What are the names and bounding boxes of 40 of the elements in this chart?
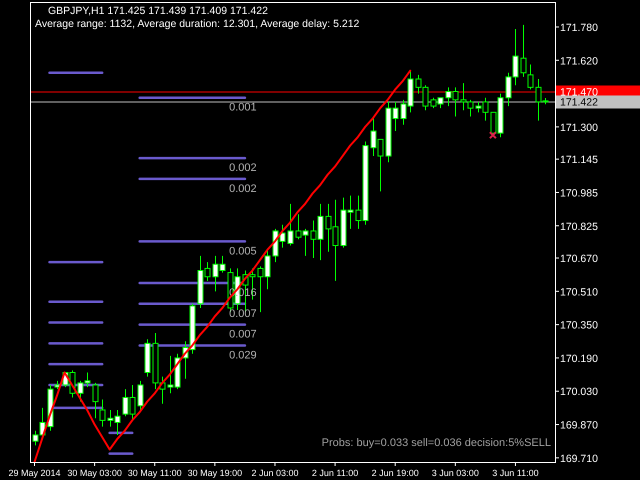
y-tick-label: 169.870 bbox=[560, 420, 598, 432]
candlestick bbox=[528, 64, 534, 90]
y-tick-label: 170.670 bbox=[560, 253, 598, 266]
x-tick-label: 29 May 2014 bbox=[8, 468, 61, 478]
y-tick-label: 170.030 bbox=[560, 386, 598, 398]
y-tick-label: 171.145 bbox=[560, 154, 598, 166]
y-tick-label: 171.300 bbox=[560, 122, 598, 134]
ref-line-label: 171.470 bbox=[560, 86, 598, 98]
annotation: 0.002 bbox=[229, 162, 257, 174]
y-tick-label: 171.780 bbox=[560, 22, 598, 34]
y-tick-label: 170.510 bbox=[560, 286, 598, 298]
y-tick-label: 170.985 bbox=[560, 187, 598, 200]
y-tick-label: 169.710 bbox=[560, 452, 598, 465]
candlestick bbox=[520, 24, 526, 78]
candlestick bbox=[288, 203, 294, 246]
annotation: 0.002 bbox=[229, 182, 257, 195]
text: Average range: 1132, Average duration: 12.301, Average delay: 5.212 bbox=[35, 18, 360, 30]
candlestick bbox=[92, 382, 98, 419]
annotation: Probs: buy=0.033 sell=0.036 decision:5%SELL bbox=[322, 437, 551, 449]
x-tick-label: 30 May 11:00 bbox=[128, 468, 182, 478]
x-tick-label: 30 May 19:00 bbox=[188, 468, 242, 478]
x-tick-label: 2 Jun 03:00 bbox=[251, 468, 298, 478]
annotation: 0.005 bbox=[229, 245, 257, 258]
annotation: 0.029 bbox=[229, 349, 257, 362]
candlestick bbox=[138, 380, 144, 410]
y-tick-label: 170.190 bbox=[560, 352, 598, 365]
chart-title: GBPJPY,H1 171.425 171.439 171.409 171.422 bbox=[48, 5, 268, 17]
candlestick bbox=[100, 399, 106, 428]
x-tick-label: 2 Jun 19:00 bbox=[372, 468, 419, 478]
y-tick-label: 170.350 bbox=[560, 320, 598, 332]
annotation: 0.001 bbox=[229, 102, 257, 114]
x-tick-label: 2 Jun 11:00 bbox=[312, 468, 358, 478]
annotation: 0.007 bbox=[229, 328, 257, 341]
ref-line-label: 171.422 bbox=[560, 96, 598, 108]
y-tick-label: 171.620 bbox=[560, 55, 598, 68]
y-tick-label: 170.825 bbox=[560, 220, 598, 233]
x-tick-label: 3 Jun 03:00 bbox=[432, 468, 479, 478]
x-tick-label: 3 Jun 11:00 bbox=[492, 468, 539, 478]
annotation: 0.007 bbox=[229, 308, 257, 320]
x-tick-label: 30 May 03:00 bbox=[67, 468, 122, 478]
